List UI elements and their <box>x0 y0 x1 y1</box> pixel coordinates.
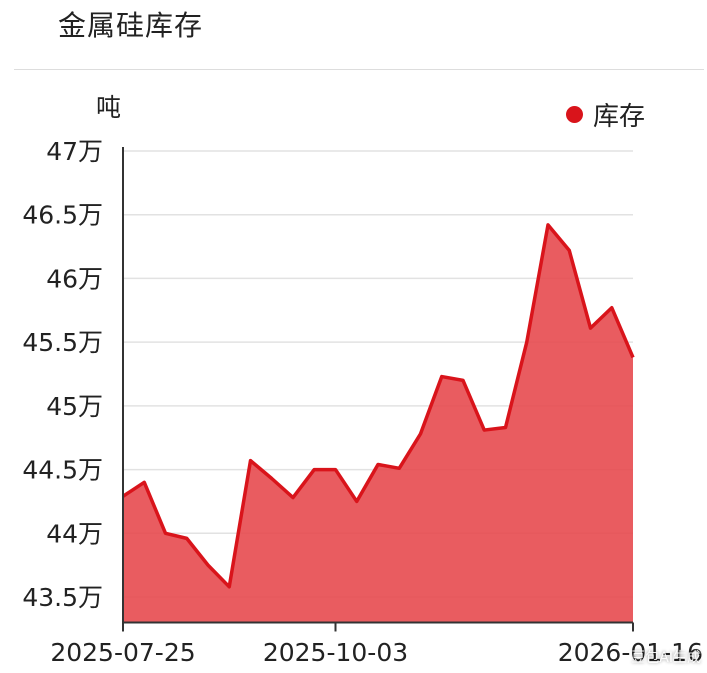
series-line <box>122 223 635 589</box>
y-tick-label: 46万 <box>46 264 103 293</box>
legend-marker-icon <box>565 106 583 123</box>
title-divider <box>14 69 704 70</box>
legend-label: 库存 <box>592 102 645 132</box>
area-fill <box>123 224 633 623</box>
watermark: 豆包AI生成 <box>631 650 701 666</box>
x-tick-label: 2025-10-03 <box>263 638 408 667</box>
y-tick-label: 44.5万 <box>22 456 103 485</box>
page-title: 金属硅库存 <box>58 9 204 42</box>
chart-legend[interactable]: 库存 <box>565 96 645 133</box>
x-tick-label: 2026-01-16 <box>558 638 703 667</box>
y-tick-label: 46.5万 <box>22 201 103 230</box>
y-tick-label: 47万 <box>46 137 103 166</box>
y-tick-label: 43.5万 <box>22 583 103 612</box>
y-tick-label: 45.5万 <box>22 328 103 357</box>
x-tick-label: 2025-07-25 <box>50 638 195 667</box>
y-axis-unit-label: 吨 <box>96 93 122 122</box>
y-tick-label: 44万 <box>46 519 103 548</box>
y-tick-label: 45万 <box>46 392 103 421</box>
